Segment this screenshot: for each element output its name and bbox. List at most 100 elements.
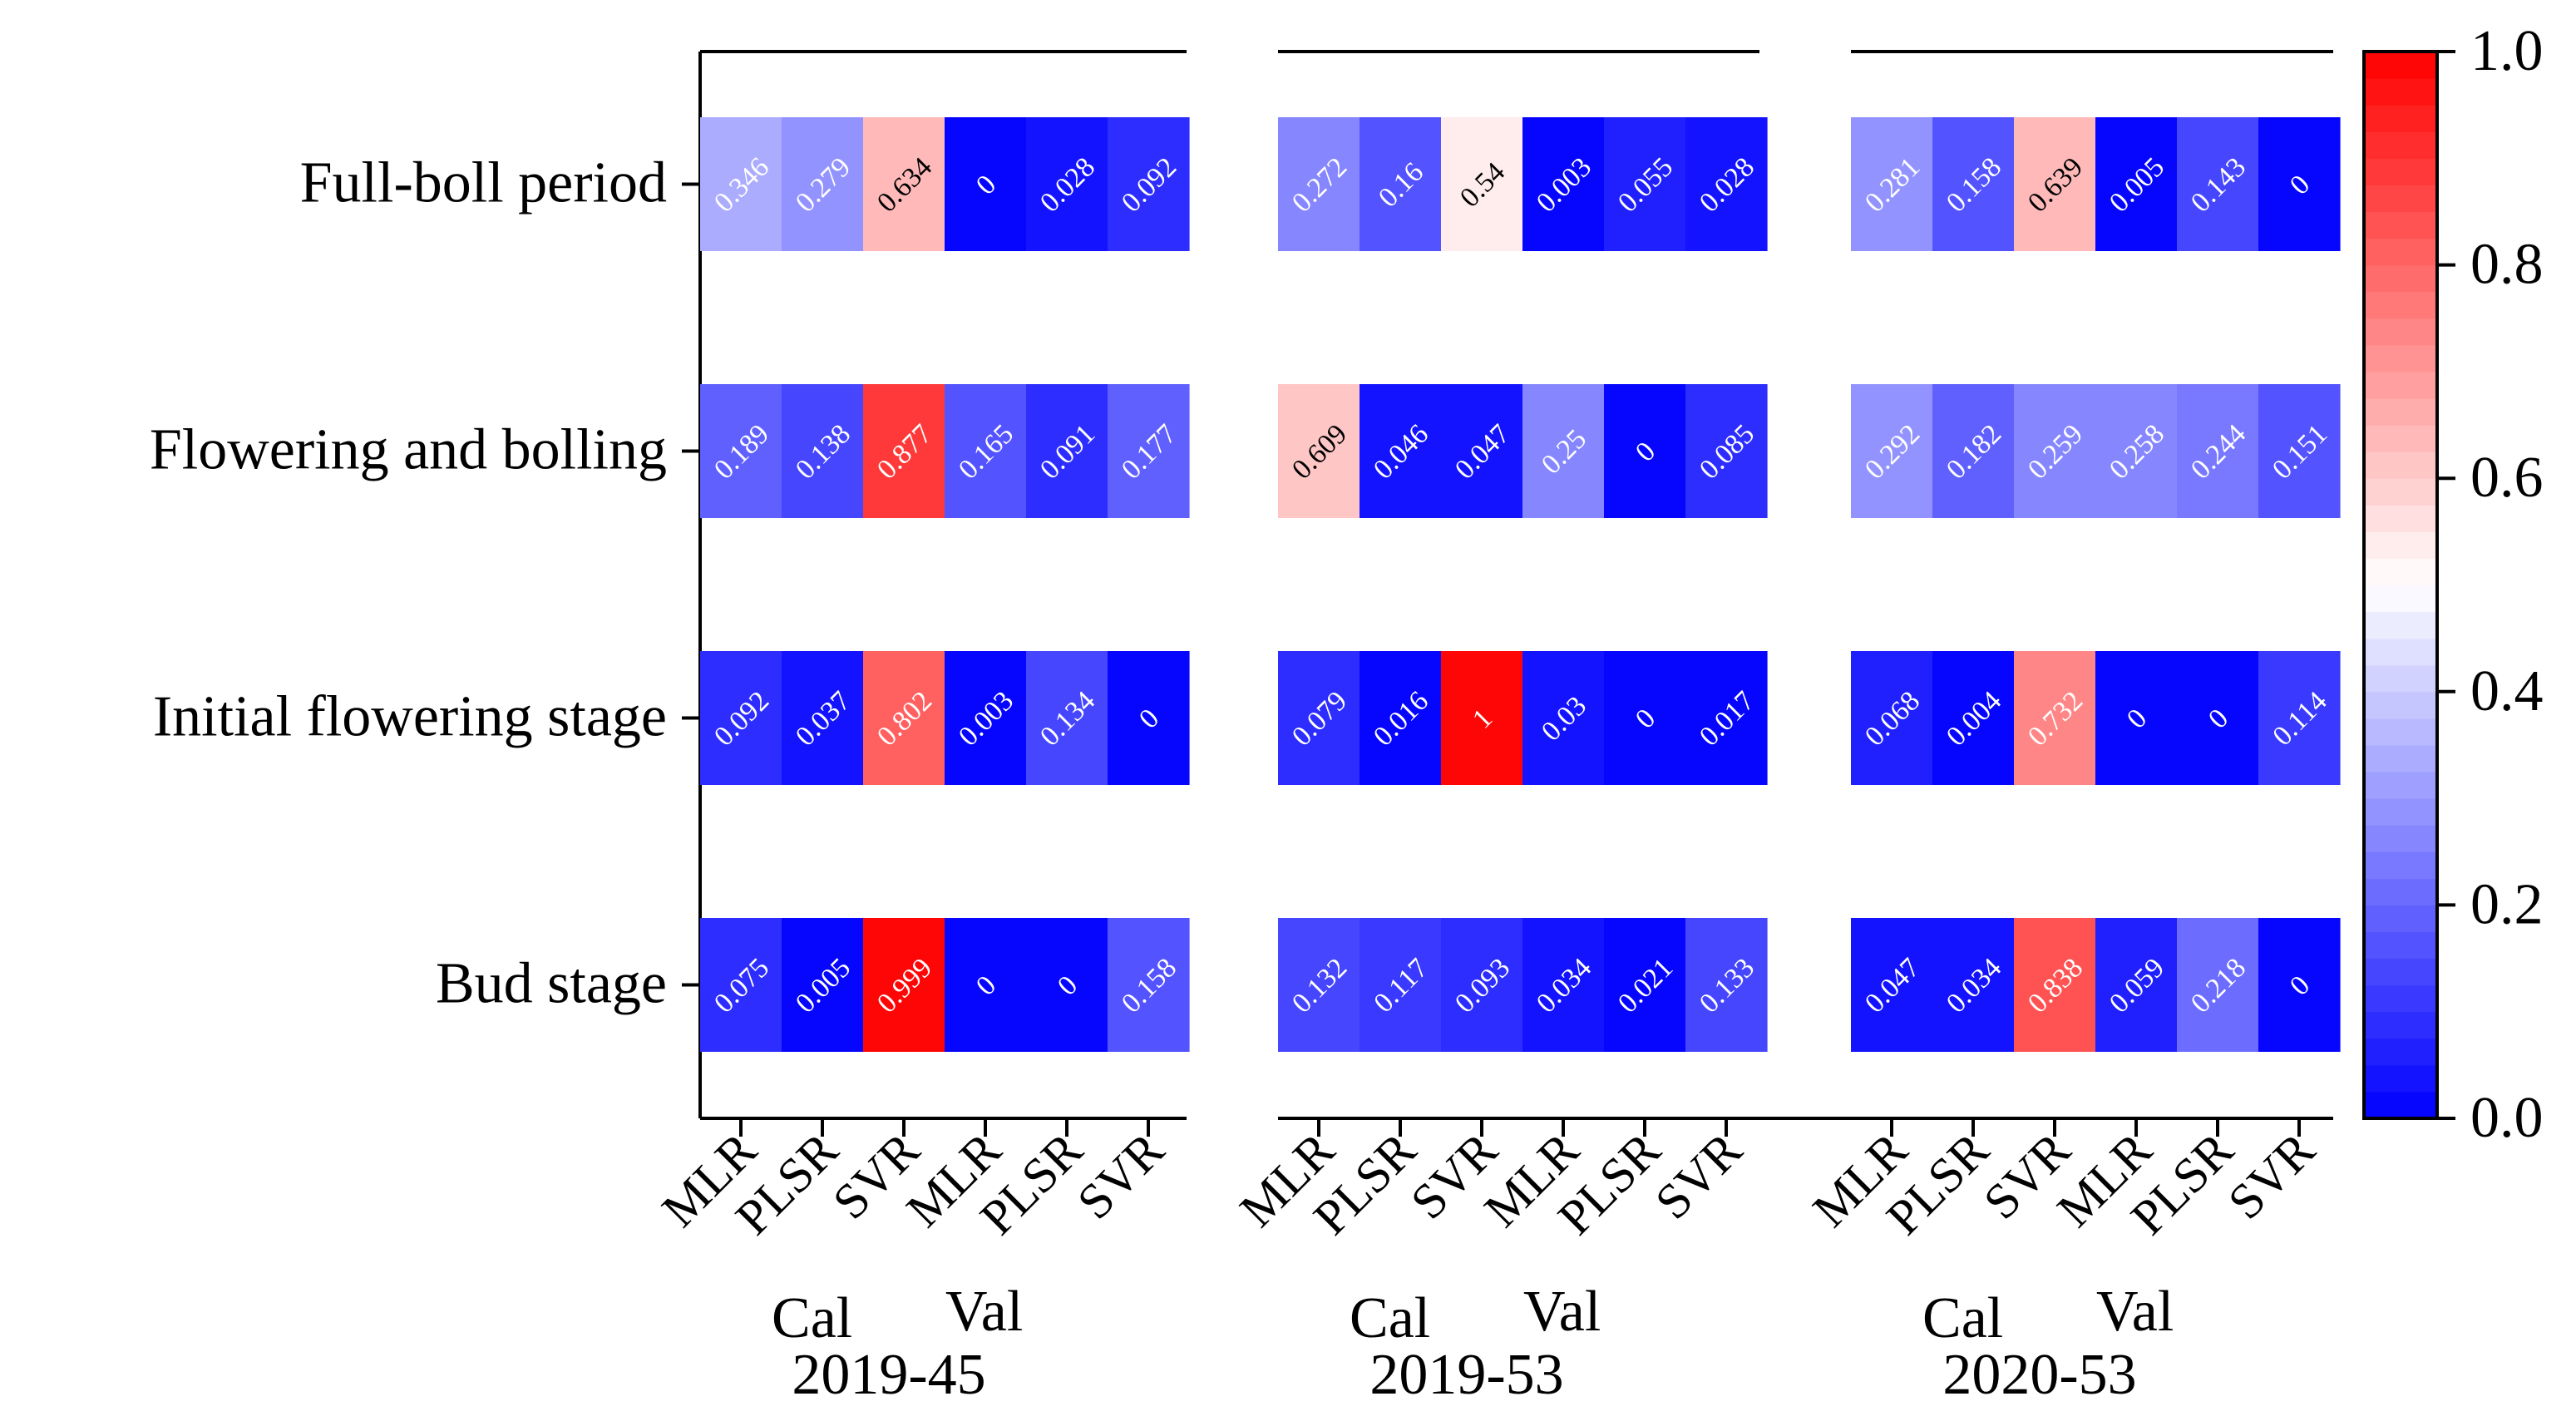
colorbar-tick-label: 0.4 bbox=[2470, 659, 2544, 723]
heatmap-cell bbox=[2014, 384, 2096, 518]
heatmap-cell bbox=[700, 918, 782, 1052]
heatmap-cell bbox=[863, 918, 945, 1052]
heatmap-cell bbox=[863, 384, 945, 518]
heatmap-cell bbox=[1851, 117, 1933, 251]
heatmap-cell bbox=[1522, 384, 1605, 518]
heatmap-cell bbox=[2177, 918, 2259, 1052]
x-tick-label-svr: SVR bbox=[2218, 1122, 2325, 1230]
colorbar: 0.0 0.2 0.4 0.6 0.8 1.0 bbox=[2362, 19, 2544, 1150]
heatmap-cell bbox=[1441, 384, 1523, 518]
colorbar-segment bbox=[2364, 451, 2437, 479]
heatmap-cell bbox=[2095, 651, 2178, 785]
panel-title-2019-53: 2019-53 bbox=[1369, 1343, 1563, 1407]
colorbar-segment bbox=[2364, 611, 2437, 639]
heatmap-cell bbox=[700, 117, 782, 251]
heatmap-cell bbox=[2095, 918, 2178, 1052]
x-tick-label-svr: SVR bbox=[1067, 1122, 1174, 1230]
heatmap-cell bbox=[1685, 384, 1768, 518]
heatmap-cell bbox=[863, 117, 945, 251]
panels-layer: Full-boll period Flowering and bolling Ini… bbox=[150, 50, 2341, 1407]
colorbar-segment bbox=[2364, 798, 2437, 826]
colorbar-segment bbox=[2364, 905, 2437, 933]
colorbar-segment bbox=[2364, 185, 2437, 213]
colorbar-segment bbox=[2364, 772, 2437, 799]
heatmap-cell bbox=[1108, 117, 1190, 251]
row-label-initial-flowering-stage: Initial flowering stage bbox=[153, 685, 667, 749]
colorbar-segment bbox=[2364, 691, 2437, 719]
heatmap-cell bbox=[1441, 117, 1523, 251]
heatmap-cell bbox=[700, 384, 782, 518]
colorbar-segment bbox=[2364, 78, 2437, 106]
colorbar-tick-label: 1.0 bbox=[2470, 19, 2544, 83]
heatmap-cell bbox=[1604, 117, 1686, 251]
colorbar-segment bbox=[2364, 878, 2437, 905]
colorbar-segment bbox=[2364, 825, 2437, 852]
heatmap-cell bbox=[1108, 918, 1190, 1052]
heatmap-cell bbox=[2177, 117, 2259, 251]
colorbar-segment bbox=[2364, 1064, 2437, 1093]
heatmap-cell bbox=[782, 651, 864, 785]
heatmap-cell bbox=[945, 117, 1027, 251]
heatmap-cell bbox=[1108, 651, 1190, 785]
heatmap-cell bbox=[1932, 117, 2015, 251]
heatmap-cell bbox=[2014, 651, 2096, 785]
colorbar-segment bbox=[2364, 1038, 2437, 1066]
group-label-val: Val bbox=[1523, 1280, 1601, 1344]
heatmap-cell bbox=[1685, 918, 1768, 1052]
colorbar-segment bbox=[2364, 318, 2437, 346]
colorbar-segment bbox=[2364, 211, 2437, 239]
heatmap-cell bbox=[1360, 918, 1442, 1052]
colorbar-segment bbox=[2364, 1091, 2437, 1119]
colorbar-segment bbox=[2364, 105, 2437, 132]
colorbar-segment bbox=[2364, 585, 2437, 613]
heatmap-cell bbox=[2014, 918, 2096, 1052]
heatmap-cell bbox=[1851, 651, 1933, 785]
colorbar-segment bbox=[2364, 52, 2437, 79]
heatmap-cell bbox=[1522, 918, 1605, 1052]
heatmap-cell bbox=[1932, 651, 2015, 785]
heatmap-cell bbox=[2177, 651, 2259, 785]
heatmap-cell bbox=[1278, 117, 1360, 251]
heatmap-cell bbox=[700, 651, 782, 785]
heatmap-cell bbox=[863, 651, 945, 785]
heatmap-cell bbox=[1604, 384, 1686, 518]
group-label-val: Val bbox=[2096, 1280, 2174, 1344]
heatmap-cell bbox=[2258, 117, 2341, 251]
colorbar-segment bbox=[2364, 397, 2437, 426]
heatmap-cell bbox=[1278, 651, 1360, 785]
colorbar-segment bbox=[2364, 958, 2437, 986]
group-label-cal: Cal bbox=[1350, 1286, 1430, 1350]
row-label-full-boll-period: Full-boll period bbox=[300, 151, 667, 215]
heatmap-cell bbox=[1604, 651, 1686, 785]
heatmap-cell bbox=[1522, 651, 1605, 785]
heatmap-cell bbox=[1360, 651, 1442, 785]
colorbar-segment bbox=[2364, 505, 2437, 532]
colorbar-segment bbox=[2364, 664, 2437, 693]
heatmap-cell bbox=[1441, 918, 1523, 1052]
heatmap-cell bbox=[2095, 384, 2178, 518]
colorbar-tick-label: 0.6 bbox=[2470, 446, 2544, 510]
heatmap-cell bbox=[2258, 651, 2341, 785]
x-tick-label-svr: SVR bbox=[1645, 1122, 1752, 1230]
panel-title-2019-45: 2019-45 bbox=[792, 1343, 985, 1407]
colorbar-segment bbox=[2364, 478, 2437, 506]
heatmap-cell bbox=[945, 384, 1027, 518]
colorbar-segment bbox=[2364, 718, 2437, 746]
heatmap-cell bbox=[2177, 384, 2259, 518]
colorbar-segment bbox=[2364, 344, 2437, 373]
panel-title-2020-53: 2020-53 bbox=[1942, 1343, 2136, 1407]
colorbar-segment bbox=[2364, 531, 2437, 560]
group-label-cal: Cal bbox=[1922, 1286, 2003, 1350]
colorbar-segment bbox=[2364, 984, 2437, 1013]
heatmap-cell bbox=[1851, 918, 1933, 1052]
heatmap-cell bbox=[782, 918, 864, 1052]
heatmap-cell bbox=[1108, 384, 1190, 518]
heatmap-cell bbox=[1932, 384, 2015, 518]
heatmap-cell bbox=[1522, 117, 1605, 251]
colorbar-segment bbox=[2364, 931, 2437, 960]
colorbar-tick-label: 0.2 bbox=[2470, 872, 2544, 936]
heatmap-cell bbox=[1851, 384, 1933, 518]
